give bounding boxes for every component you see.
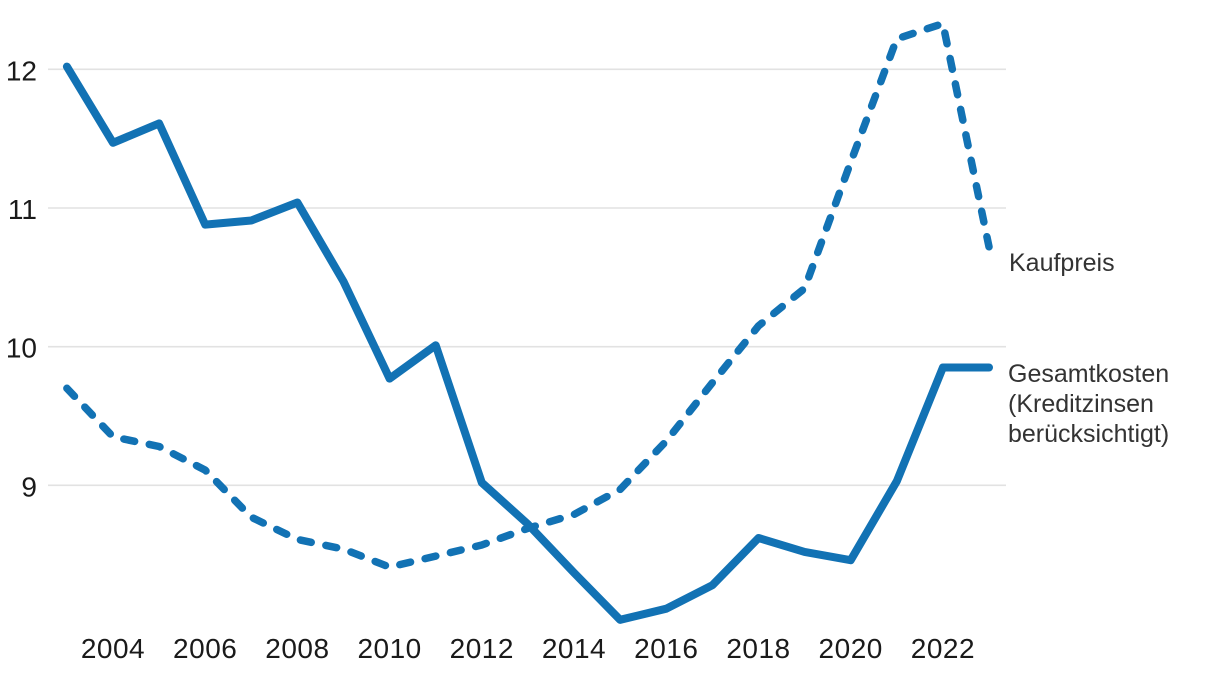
x-tick-label: 2016 bbox=[634, 633, 698, 664]
x-tick-label: 2018 bbox=[726, 633, 790, 664]
x-tick-label: 2012 bbox=[450, 633, 514, 664]
y-tick-label: 12 bbox=[6, 55, 37, 86]
x-axis-tick-labels: 2004 2006 2008 2010 2012 2014 2016 2018 2020 2022 bbox=[81, 633, 975, 664]
legend-label-gesamtkosten: Gesamtkosten (Kreditzinsen berücksichtig… bbox=[1008, 360, 1170, 448]
legend-label-kaufpreis: Kaufpreis bbox=[1009, 249, 1115, 277]
x-tick-label: 2010 bbox=[357, 633, 421, 664]
x-tick-label: 2008 bbox=[265, 633, 329, 664]
y-tick-label: 10 bbox=[6, 333, 37, 364]
gesamtkosten-solid-line bbox=[62, 62, 993, 624]
y-tick-label: 9 bbox=[21, 471, 37, 502]
x-tick-label: 2004 bbox=[81, 633, 145, 664]
y-axis-tick-labels: 9 10 11 12 bbox=[6, 55, 37, 502]
x-tick-label: 2006 bbox=[173, 633, 237, 664]
gridlines bbox=[48, 68, 1006, 487]
x-tick-label: 2020 bbox=[819, 633, 883, 664]
x-tick-label: 2022 bbox=[911, 633, 975, 664]
y-tick-label: 11 bbox=[8, 194, 37, 225]
x-tick-label: 2014 bbox=[542, 633, 606, 664]
